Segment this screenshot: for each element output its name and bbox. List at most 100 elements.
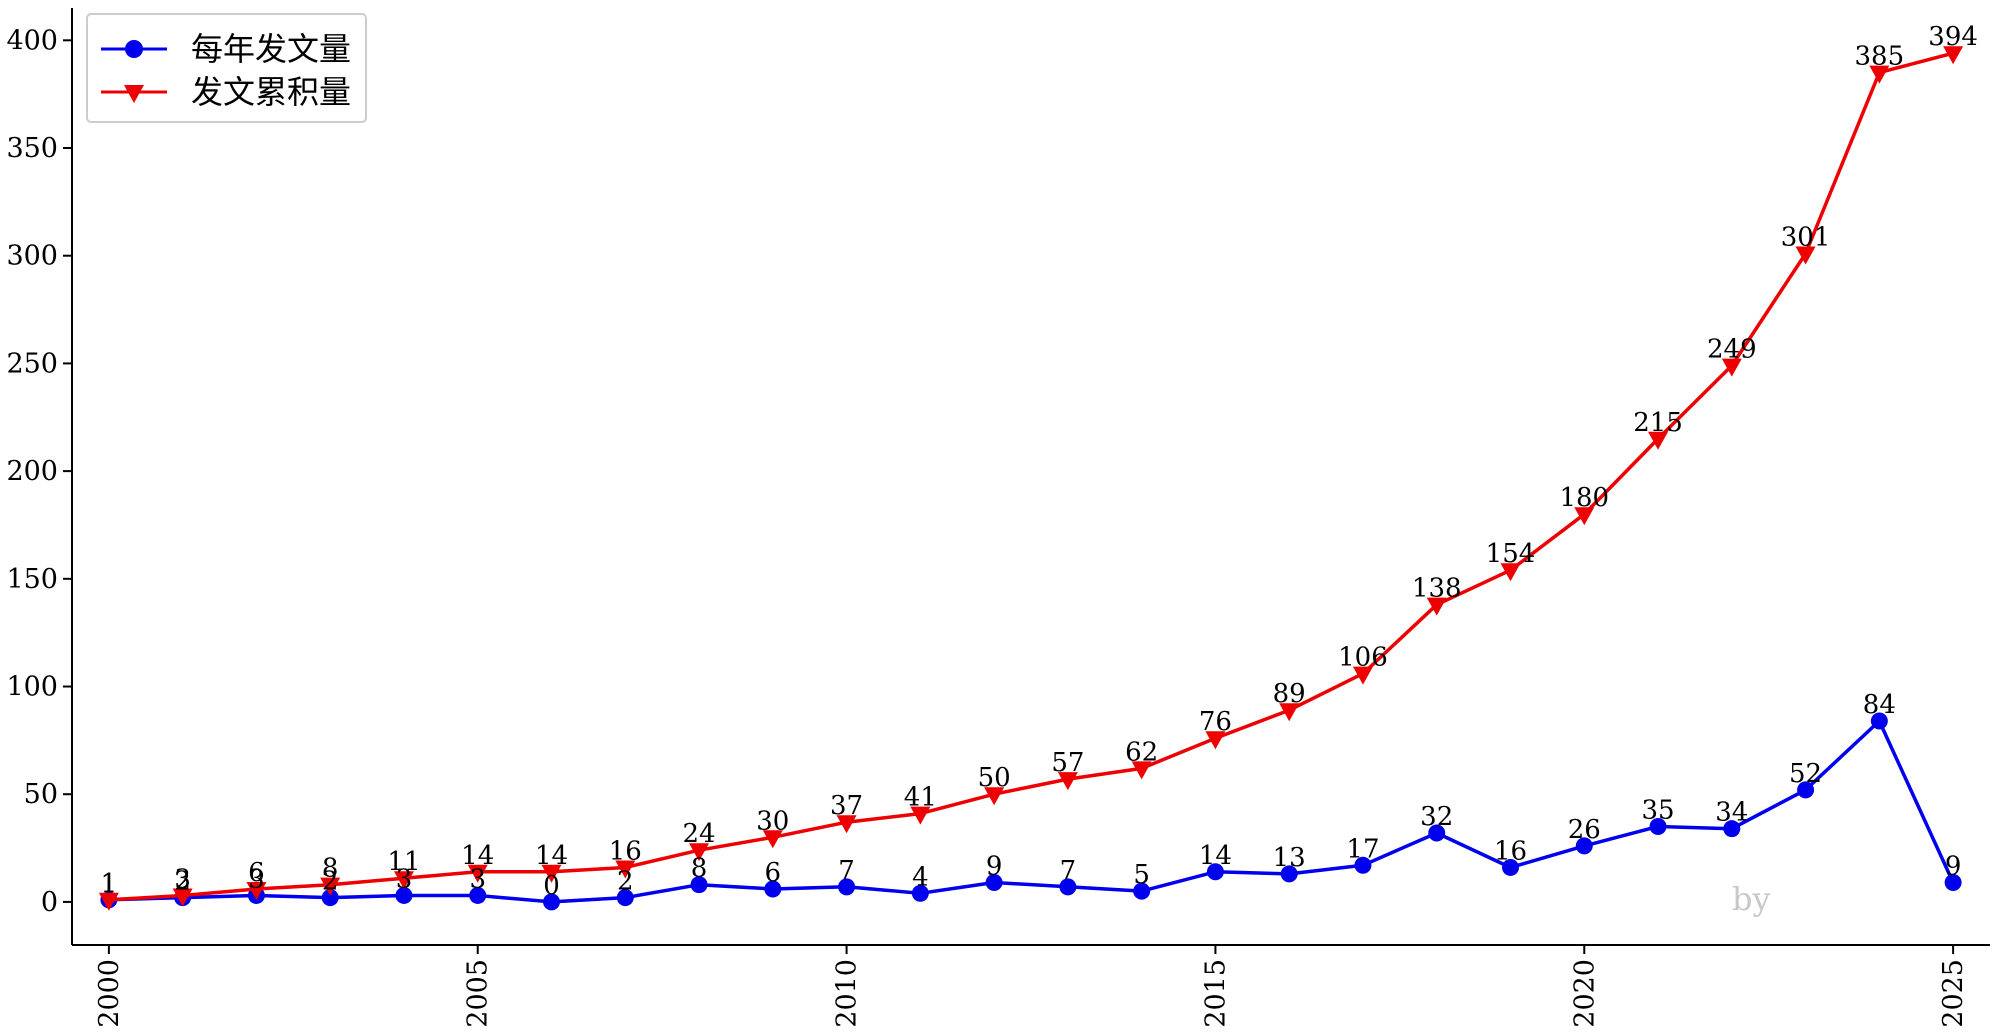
data-label: 7: [1060, 856, 1077, 886]
data-label: 24: [682, 819, 715, 849]
data-point: [98, 892, 119, 911]
data-label: 106: [1338, 643, 1388, 673]
y-tick-label: 250: [6, 348, 58, 379]
data-point: [836, 815, 857, 834]
data-point: [320, 877, 341, 896]
data-label: 249: [1707, 335, 1757, 365]
x-tick-label: 2000: [94, 959, 125, 1028]
data-point: [1649, 818, 1667, 836]
data-point: [395, 886, 413, 904]
data-point: [172, 888, 193, 907]
data-label: 9: [986, 852, 1003, 882]
data-label: 9: [1945, 852, 1962, 882]
data-point: [1133, 882, 1151, 900]
y-tick-label: 0: [41, 887, 58, 918]
y-tick-label: 350: [6, 133, 58, 164]
data-label: 7: [838, 856, 855, 886]
series-1: [100, 712, 1962, 911]
data-point: [1869, 65, 1890, 84]
data-point: [1944, 874, 1962, 892]
data-label: 57: [1051, 748, 1084, 778]
data-label: 50: [978, 763, 1011, 793]
data-point: [1352, 666, 1373, 685]
data-label: 84: [1863, 690, 1896, 720]
data-point: [984, 787, 1005, 806]
y-tick-label: 50: [24, 779, 58, 810]
data-label: 89: [1273, 679, 1306, 709]
data-point: [1648, 431, 1669, 450]
data-label: 2: [174, 867, 191, 897]
data-label: 26: [1568, 815, 1601, 845]
data-label: 37: [830, 791, 863, 821]
data-point: [1354, 856, 1372, 874]
data-label: 3: [248, 864, 265, 894]
data-label: 301: [1781, 223, 1831, 253]
data-point: [467, 864, 488, 883]
series-line: [108, 51, 1954, 902]
data-point: [1795, 246, 1816, 265]
x-tick-label: 2005: [463, 959, 494, 1028]
data-point: [911, 884, 929, 902]
legend-label-series-2: 发文累积量: [191, 73, 351, 111]
data-point: [838, 878, 856, 896]
data-point: [1797, 781, 1815, 799]
data-label: 35: [1641, 796, 1674, 826]
data-label: 1: [101, 869, 118, 899]
data-label: 385: [1855, 42, 1905, 72]
data-point: [764, 880, 782, 898]
data-point: [1131, 761, 1152, 780]
data-label: 62: [1125, 737, 1158, 767]
data-label: 14: [535, 841, 568, 871]
x-tick-label: 2015: [1200, 959, 1231, 1028]
data-label: 17: [1346, 834, 1379, 864]
legend-marker-circle: [125, 40, 143, 58]
data-point: [1428, 824, 1446, 842]
data-label: 215: [1633, 408, 1683, 438]
data-label: 1: [101, 869, 118, 899]
data-point: [985, 874, 1003, 892]
data-label: 30: [756, 806, 789, 836]
data-point: [1206, 863, 1224, 881]
data-point: [393, 871, 414, 890]
data-label: 138: [1412, 574, 1462, 604]
data-label: 13: [1273, 843, 1306, 873]
y-tick-label: 100: [6, 672, 58, 703]
data-label: 180: [1559, 483, 1609, 513]
data-point: [541, 864, 562, 883]
data-point: [543, 893, 560, 911]
data-point: [469, 886, 487, 904]
data-label: 41: [904, 783, 937, 813]
y-tick-label: 150: [6, 564, 58, 595]
data-point: [1575, 837, 1593, 855]
data-point: [1502, 858, 1519, 876]
series-line: [108, 719, 1955, 904]
data-point: [690, 876, 708, 894]
data-label: 11: [387, 847, 420, 877]
data-point: [1721, 358, 1742, 377]
data-point: [1057, 772, 1078, 791]
data-point: [1500, 563, 1521, 582]
series-layer: [98, 46, 1964, 911]
legend-item-series-1: 每年发文量: [101, 30, 351, 68]
data-point: [1059, 878, 1077, 896]
series-2: [98, 46, 1964, 911]
data-point: [1205, 731, 1226, 750]
data-point: [1426, 597, 1447, 616]
data-point: [1943, 46, 1964, 65]
data-label: 4: [912, 862, 929, 892]
data-label: 3: [469, 864, 486, 894]
data-label: 34: [1715, 798, 1748, 828]
data-label: 52: [1789, 759, 1822, 789]
watermark-text: by: [1732, 880, 1771, 918]
data-label: 6: [248, 858, 265, 888]
data-label: 16: [1494, 836, 1527, 866]
legend-marker-triangle: [124, 85, 144, 103]
data-label: 5: [1133, 860, 1150, 890]
data-label: 2: [322, 867, 339, 897]
data-point: [616, 889, 634, 907]
x-tick-label: 2010: [832, 959, 863, 1028]
data-label: 14: [461, 841, 494, 871]
data-label: 32: [1420, 802, 1453, 832]
